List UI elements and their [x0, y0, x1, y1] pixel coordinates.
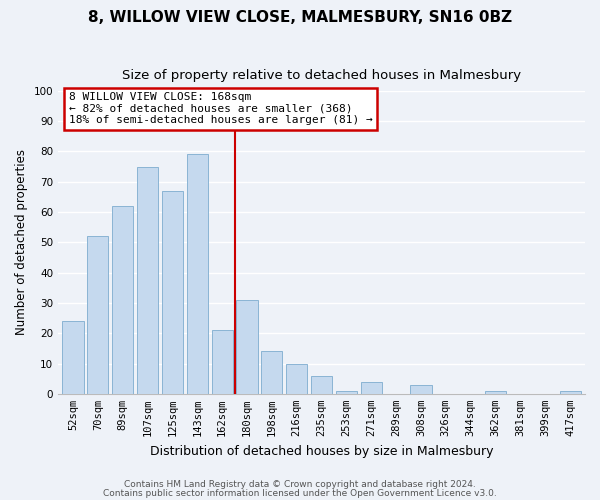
Y-axis label: Number of detached properties: Number of detached properties — [15, 150, 28, 336]
Bar — [485, 391, 506, 394]
Bar — [112, 206, 133, 394]
Bar — [336, 391, 357, 394]
Text: 8 WILLOW VIEW CLOSE: 168sqm
← 82% of detached houses are smaller (368)
18% of se: 8 WILLOW VIEW CLOSE: 168sqm ← 82% of det… — [68, 92, 373, 126]
Text: Contains HM Land Registry data © Crown copyright and database right 2024.: Contains HM Land Registry data © Crown c… — [124, 480, 476, 489]
Bar — [311, 376, 332, 394]
Text: 8, WILLOW VIEW CLOSE, MALMESBURY, SN16 0BZ: 8, WILLOW VIEW CLOSE, MALMESBURY, SN16 0… — [88, 10, 512, 25]
Bar — [212, 330, 233, 394]
Title: Size of property relative to detached houses in Malmesbury: Size of property relative to detached ho… — [122, 69, 521, 82]
Bar — [87, 236, 109, 394]
Bar — [560, 391, 581, 394]
Bar — [236, 300, 257, 394]
X-axis label: Distribution of detached houses by size in Malmesbury: Distribution of detached houses by size … — [150, 444, 493, 458]
Bar — [410, 384, 431, 394]
Bar — [162, 191, 183, 394]
Bar — [261, 352, 283, 394]
Bar — [137, 166, 158, 394]
Bar — [286, 364, 307, 394]
Bar — [62, 321, 83, 394]
Bar — [361, 382, 382, 394]
Bar — [187, 154, 208, 394]
Text: Contains public sector information licensed under the Open Government Licence v3: Contains public sector information licen… — [103, 490, 497, 498]
